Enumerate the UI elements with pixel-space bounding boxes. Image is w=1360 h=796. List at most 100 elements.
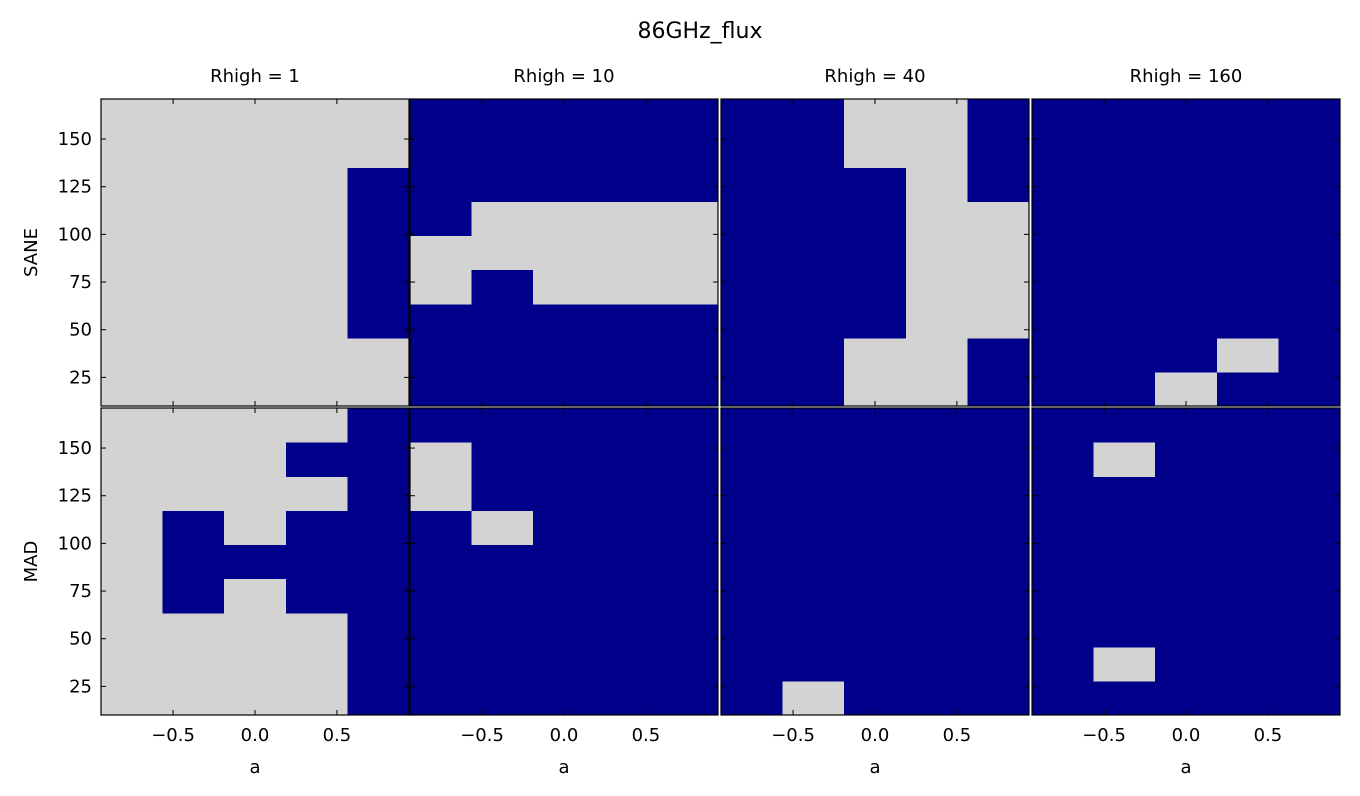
heatmap-cell xyxy=(1155,442,1218,477)
heatmap-cell xyxy=(101,133,164,168)
heatmap-cell xyxy=(594,476,657,511)
heatmap-cell xyxy=(594,510,657,546)
heatmap-cell xyxy=(1278,408,1341,443)
heatmap-cell xyxy=(782,269,845,305)
heatmap-cell xyxy=(1093,680,1156,716)
x-tick-label: 0.0 xyxy=(241,725,270,746)
heatmap-cell xyxy=(533,612,596,648)
heatmap-cell xyxy=(410,99,473,134)
heatmap-cell xyxy=(1216,612,1279,648)
heatmap-cell xyxy=(782,167,845,202)
heatmap-cell xyxy=(967,510,1030,546)
heatmap-cell xyxy=(905,578,968,614)
axis-labels: Rhigh = 1 Rhigh = 10 Rhigh = 40 Rhigh = 160… xyxy=(21,66,1282,778)
heatmap-cell xyxy=(721,442,784,477)
heatmap-cell xyxy=(844,510,907,546)
heatmap-cell xyxy=(905,680,968,716)
heatmap-cell xyxy=(410,476,473,511)
heatmap-cell xyxy=(1155,408,1218,443)
heatmap-cell xyxy=(533,201,596,237)
heatmap-cell xyxy=(162,408,225,443)
heatmap-cell xyxy=(1155,99,1218,134)
x-tick-label: 0.5 xyxy=(632,725,661,746)
heatmap-cell xyxy=(162,442,225,477)
heatmap-cell xyxy=(1216,303,1279,339)
heatmap-cell xyxy=(410,680,473,716)
heatmap-cell xyxy=(162,201,225,237)
heatmap-cell xyxy=(594,544,657,580)
heatmap-cell xyxy=(285,544,348,580)
heatmap-cell xyxy=(162,99,225,134)
heatmap-cell xyxy=(782,510,845,546)
heatmap-cell xyxy=(101,235,164,271)
x-axis-label: a xyxy=(558,757,569,778)
heatmap-cell xyxy=(285,167,348,202)
heatmap-cell xyxy=(844,167,907,202)
heatmap-cell xyxy=(224,442,287,477)
heatmap-cell xyxy=(1093,269,1156,305)
heatmap-cell xyxy=(285,201,348,237)
heatmap-cell xyxy=(656,442,719,477)
heatmap-cell xyxy=(533,442,596,477)
heatmap-cell xyxy=(844,544,907,580)
heatmap-cell xyxy=(1278,544,1341,580)
heatmap-cell xyxy=(224,612,287,648)
x-axis-label: a xyxy=(869,757,880,778)
heatmap-cell xyxy=(285,235,348,271)
y-tick-label: 150 xyxy=(58,438,92,459)
heatmap-cell xyxy=(656,371,719,407)
heatmap-cell xyxy=(656,269,719,305)
heatmap-cell xyxy=(410,408,473,443)
heatmap-cell xyxy=(224,303,287,339)
y-tick-label: 25 xyxy=(69,676,92,697)
heatmap-cell xyxy=(721,269,784,305)
heatmap-cell xyxy=(721,476,784,511)
heatmap-cell xyxy=(1155,303,1218,339)
heatmap-cell xyxy=(533,99,596,134)
heatmap-cell xyxy=(721,510,784,546)
heatmap-cell xyxy=(782,612,845,648)
heatmap-cell xyxy=(1032,544,1095,580)
heatmap-cell xyxy=(1216,442,1279,477)
heatmap-cell xyxy=(905,201,968,237)
heatmap-cell xyxy=(905,408,968,443)
heatmap-cell xyxy=(1278,235,1341,271)
heatmap-cell xyxy=(285,133,348,168)
heatmap-cell xyxy=(285,408,348,443)
heatmap-cell xyxy=(905,269,968,305)
heatmap-cell xyxy=(1093,578,1156,614)
heatmap-cell xyxy=(410,371,473,407)
y-tick-label: 150 xyxy=(58,129,92,150)
heatmap-cell xyxy=(1278,133,1341,168)
heatmap-cell xyxy=(471,269,534,305)
heatmap-cell xyxy=(656,510,719,546)
heatmap-cell xyxy=(656,133,719,168)
heatmap-cell xyxy=(1093,303,1156,339)
heatmap-cell xyxy=(101,99,164,134)
heatmap-cell xyxy=(967,680,1030,716)
heatmap-cell xyxy=(162,476,225,511)
heatmap-cell xyxy=(347,442,410,477)
heatmap-cell xyxy=(533,510,596,546)
heatmap-cell xyxy=(721,544,784,580)
heatmap-cell xyxy=(471,510,534,546)
heatmap-cell xyxy=(533,646,596,682)
heatmap-cell xyxy=(471,167,534,202)
heatmap-cell xyxy=(101,476,164,511)
x-tick-label: 0.5 xyxy=(323,725,352,746)
heatmap-cell xyxy=(410,442,473,477)
heatmap-cell xyxy=(347,680,410,716)
heatmap-cell xyxy=(1032,99,1095,134)
heatmap-cell xyxy=(594,442,657,477)
panel-mad-2 xyxy=(409,407,719,716)
heatmap-cell xyxy=(1155,544,1218,580)
heatmap-cell xyxy=(782,408,845,443)
heatmap-cell xyxy=(533,303,596,339)
heatmap-cell xyxy=(1155,646,1218,682)
heatmap-cell xyxy=(1032,201,1095,237)
heatmap-cell xyxy=(285,578,348,614)
heatmap-cell xyxy=(1155,235,1218,271)
heatmap-cell xyxy=(410,167,473,202)
heatmap-cell xyxy=(844,133,907,168)
heatmap-cell xyxy=(1216,646,1279,682)
